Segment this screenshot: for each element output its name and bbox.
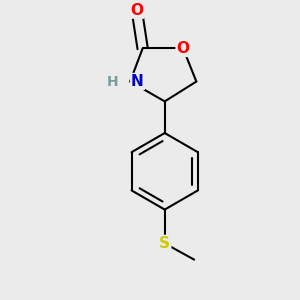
Text: O: O bbox=[177, 41, 190, 56]
Text: S: S bbox=[159, 236, 170, 251]
Text: O: O bbox=[130, 3, 143, 18]
Text: N: N bbox=[131, 74, 144, 89]
Text: H: H bbox=[107, 74, 118, 88]
